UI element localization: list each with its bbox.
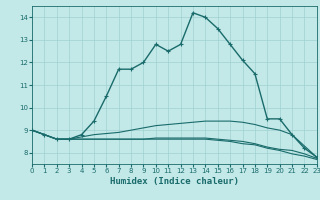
X-axis label: Humidex (Indice chaleur): Humidex (Indice chaleur) <box>110 177 239 186</box>
